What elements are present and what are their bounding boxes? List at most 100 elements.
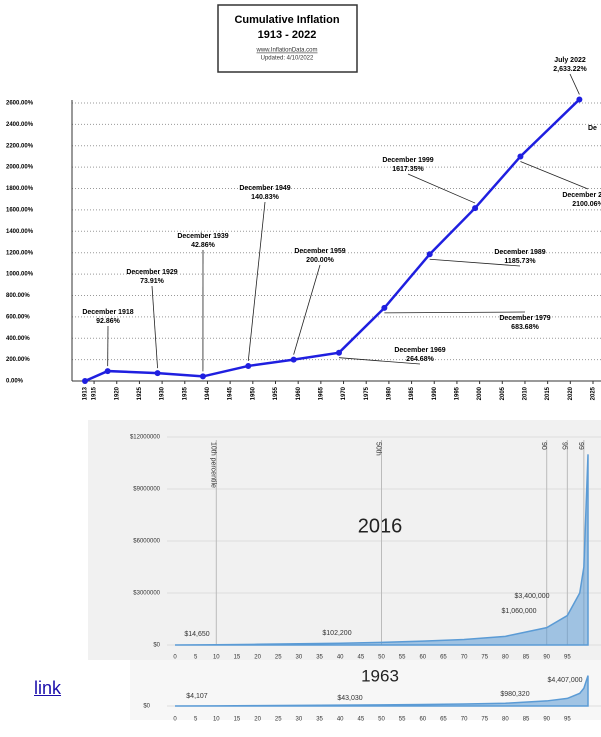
- x-tick-label: 2005: [500, 386, 506, 400]
- x-tick-label: 70: [461, 717, 468, 723]
- annotation: 1617.35%: [392, 166, 424, 173]
- x-tick-label: 1970: [341, 386, 347, 400]
- annotation: December 2009: [562, 192, 601, 199]
- annotation: $1,060,000: [501, 608, 536, 615]
- x-tick-label: 1965: [318, 386, 324, 400]
- y-tick-label: $12000000: [130, 435, 161, 441]
- arrow: [338, 357, 421, 365]
- y-tick-label: 2400.00%: [6, 122, 34, 128]
- point: [104, 368, 111, 375]
- y-tick-label: $0: [153, 643, 160, 649]
- marker-label: 99: [577, 442, 584, 450]
- point: [517, 153, 524, 160]
- point: [199, 373, 206, 380]
- point: [290, 356, 297, 363]
- x-tick-label: 1913: [83, 386, 89, 400]
- x-tick-label: 2000: [477, 386, 483, 400]
- x-tick-label: 80: [502, 655, 509, 661]
- link[interactable]: link: [34, 678, 62, 698]
- y-tick-label: $3000000: [133, 591, 160, 597]
- x-tick-label: 1955: [273, 386, 279, 400]
- x-tick-label: 5: [194, 655, 198, 661]
- annotation: 264.68%: [406, 356, 434, 363]
- annotation: December 1979: [499, 315, 550, 322]
- x-tick-label: 2015: [545, 386, 551, 400]
- y-tick-label: 2200.00%: [6, 143, 34, 149]
- x-tick-label: 10: [213, 655, 220, 661]
- annotation: December 1989: [494, 249, 545, 256]
- annotation: 92.86%: [96, 318, 121, 325]
- x-tick-label: 1925: [137, 386, 143, 400]
- annotation: 140.83%: [251, 194, 279, 201]
- annotation: 2,633.22%: [553, 66, 587, 73]
- source: www.InflationData.com: [255, 48, 317, 54]
- x-tick-label: 40: [337, 655, 344, 661]
- x-tick-label: 1960: [296, 386, 302, 400]
- chart-title: 1963: [361, 666, 399, 685]
- x-tick-label: 1920: [114, 386, 120, 400]
- x-tick-label: 1990: [432, 386, 438, 400]
- x-tick-label: 55: [399, 717, 406, 723]
- y-tick-label: 1600.00%: [6, 208, 34, 214]
- x-tick-label: 1915: [92, 386, 98, 400]
- area: [174, 454, 589, 646]
- x-tick-label: 25: [275, 717, 282, 723]
- x-tick-label: 60: [419, 655, 426, 661]
- x-tick-label: 95: [564, 655, 571, 661]
- arrow: [247, 201, 266, 361]
- x-tick-label: 80: [502, 717, 509, 723]
- x-tick-label: 1975: [364, 386, 370, 400]
- x-tick-label: 75: [481, 655, 488, 661]
- y-tick-label: 1400.00%: [6, 229, 34, 235]
- area: [174, 675, 589, 707]
- x-tick-label: 35: [316, 655, 323, 661]
- arrow: [293, 264, 321, 355]
- x-tick-label: 85: [523, 717, 530, 723]
- line: [84, 98, 581, 383]
- x-tick-label: 20: [254, 655, 261, 661]
- chart-title: Cumulative Inflation: [234, 14, 339, 26]
- x-tick-label: 20: [254, 717, 261, 723]
- x-tick-label: 1985: [409, 386, 415, 400]
- x-tick-label: 70: [461, 655, 468, 661]
- x-tick-label: 50: [378, 655, 385, 661]
- x-tick-label: 50: [378, 717, 385, 723]
- annotation: $43,030: [337, 695, 362, 702]
- point: [154, 370, 161, 377]
- y-tick-label: 1800.00%: [6, 186, 34, 192]
- x-tick-label: 45: [358, 655, 365, 661]
- x-tick-label: 1935: [182, 386, 188, 400]
- arrow: [384, 311, 526, 314]
- y-tick-label: 2600.00%: [6, 101, 34, 107]
- x-tick-label: 55: [399, 655, 406, 661]
- annotation: $4,407,000: [547, 677, 582, 684]
- annotation: $3,400,000: [514, 593, 549, 600]
- annotation: $102,200: [322, 630, 351, 637]
- arrow: [429, 258, 521, 267]
- updated: Updated: 4/10/2022: [261, 56, 314, 62]
- x-tick-label: 1980: [386, 386, 392, 400]
- x-tick-label: 25: [275, 655, 282, 661]
- x-tick-label: 0: [173, 655, 177, 661]
- x-tick-label: 75: [481, 717, 488, 723]
- y-tick-label: 1000.00%: [6, 272, 34, 278]
- point: [336, 349, 342, 356]
- y-tick-label: 200.00%: [6, 357, 30, 363]
- y-tick-label: $0: [143, 704, 150, 710]
- arrow: [151, 285, 158, 369]
- x-tick-label: 5: [194, 717, 198, 723]
- x-tick-label: 1945: [228, 386, 234, 400]
- y-tick-label: 600.00%: [6, 314, 30, 320]
- point: [472, 205, 479, 212]
- chart-3-bg: [130, 660, 601, 720]
- annotation: 1185.73%: [504, 258, 536, 265]
- x-tick-label: 30: [296, 655, 303, 661]
- annotation: 200.00%: [306, 257, 334, 264]
- annotation: July 2022: [554, 57, 586, 64]
- arrow: [407, 173, 476, 204]
- x-tick-label: 10: [213, 717, 220, 723]
- x-tick-label: 2020: [568, 386, 574, 400]
- annotation: 683.68%: [511, 324, 539, 331]
